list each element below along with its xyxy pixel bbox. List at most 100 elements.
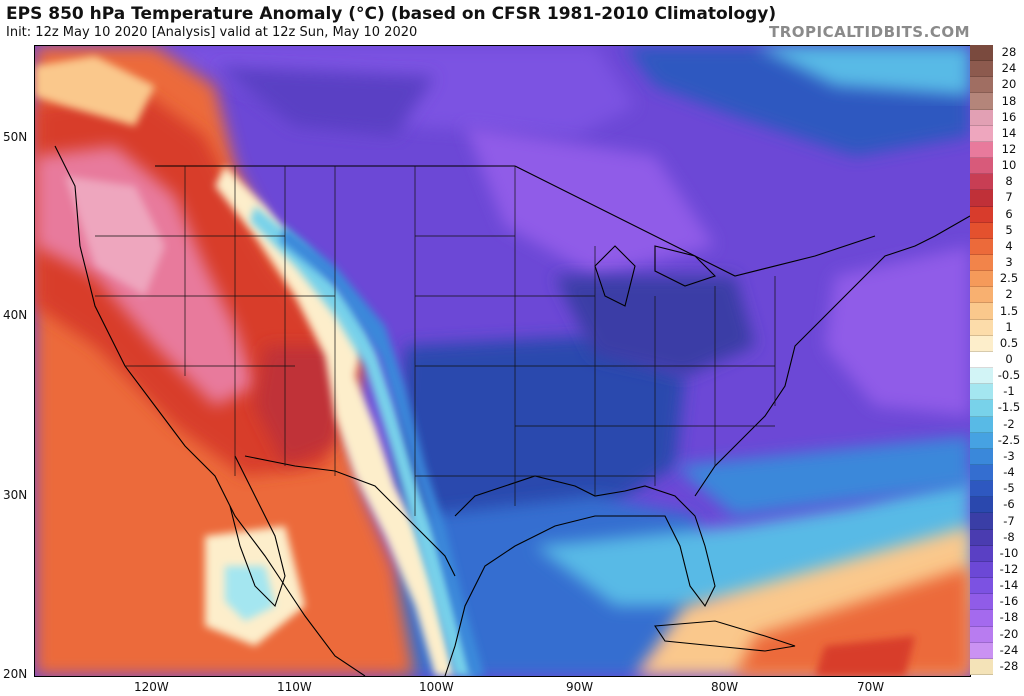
colorbar-label: -18 [999, 610, 1019, 625]
colorbar-swatch [970, 384, 993, 401]
us-mexico-border [244, 455, 456, 577]
pacific-nw-neutral-region [35, 56, 155, 126]
lake-huron-outline [654, 245, 717, 287]
lon-label-110w: 110W [277, 680, 312, 694]
colorbar-label: -10 [999, 545, 1019, 560]
colorbar-swatch [970, 77, 993, 94]
labrador-cyan-region [755, 46, 970, 96]
colorbar-swatch [970, 529, 993, 546]
colorbar-swatch [970, 335, 993, 352]
colorbar-swatch [970, 303, 993, 320]
colorbar-swatch [970, 368, 993, 385]
colorbar-swatch [970, 465, 993, 482]
colorbar-label: 6 [1005, 206, 1013, 221]
temperature-anomaly-map [34, 45, 971, 677]
colorbar-swatch [970, 222, 993, 239]
map-subtitle: Init: 12z May 10 2020 [Analysis] valid a… [6, 25, 418, 40]
colorbar-label: 18 [1001, 93, 1017, 108]
colorbar-swatch [970, 351, 993, 369]
atlantic-blue-band [675, 436, 970, 516]
great-lakes-violet-region [465, 126, 715, 276]
colorbar-label: -7 [1003, 513, 1015, 528]
colorbar-swatch [970, 561, 993, 579]
colorbar-label: -0.5 [997, 368, 1021, 383]
colorbar-swatch [970, 45, 993, 62]
lat-label-50n: 50N [3, 130, 28, 144]
colorbar-label: 14 [1001, 125, 1017, 140]
colorbar-swatch [970, 578, 993, 595]
atlantic-violet-region [825, 246, 970, 416]
colorbar-swatch [970, 238, 993, 255]
colorbar-swatch [970, 610, 993, 627]
colorbar-label: 8 [1005, 174, 1013, 189]
colorbar-swatch [970, 61, 993, 78]
gulf-coastline [444, 475, 716, 676]
colorbar-label: 12 [1001, 142, 1017, 156]
colorbar-label: -12 [999, 562, 1019, 576]
colorbar-label: -3 [1003, 448, 1015, 463]
colorbar-label: 20 [1001, 77, 1017, 92]
colorbar-label: 1.5 [999, 303, 1019, 318]
colorbar-label: 3 [1005, 255, 1013, 270]
lon-label-90w: 90W [566, 680, 594, 694]
colorbar-label: -14 [999, 578, 1019, 593]
colorbar-label: -24 [999, 642, 1019, 657]
canada-dark-purple-region [215, 66, 435, 136]
colorbar-label: 5 [1005, 222, 1013, 237]
colorbar-label: 7 [1005, 190, 1013, 205]
colorbar-label: 2 [1005, 287, 1013, 302]
state-borders [95, 166, 776, 516]
colorbar-label: 10 [1001, 158, 1017, 173]
colorbar-label: -16 [999, 594, 1019, 609]
colorbar-label: 24 [1001, 61, 1017, 76]
colorbar-swatch [970, 448, 993, 465]
baja-coastline [229, 455, 286, 608]
pacific-coastline [54, 145, 366, 676]
map-title: EPS 850 hPa Temperature Anomaly (°C) (ba… [6, 4, 777, 24]
site-watermark: TROPICALTIDBITS.COM [769, 23, 970, 41]
colorbar-swatch [970, 513, 993, 530]
colorbar-label: -1.5 [997, 400, 1021, 415]
colorbar-label: 0 [1005, 352, 1013, 366]
lake-michigan-outline [594, 245, 636, 307]
lon-label-100w: 100W [419, 680, 454, 694]
baja-cool-spot [225, 566, 275, 621]
colorbar-swatch [970, 109, 993, 126]
colorbar-label: -2 [1003, 416, 1015, 431]
map-canvas [35, 46, 970, 676]
colorbar-swatch [970, 174, 993, 191]
colorbar-swatch [970, 190, 993, 207]
lat-label-30n: 30N [3, 488, 28, 502]
lat-label-20n: 20N [3, 667, 28, 681]
colorbar-label: -8 [1003, 529, 1015, 544]
colorbar-label: 1 [1005, 319, 1013, 334]
coastlines [54, 145, 970, 676]
colorbar-swatch [970, 158, 993, 175]
colorbar-legend: 28 24 20 18 16 14 12 10 8 7 6 5 4 3 2.5 2 1.5 1 0.5 0 -0.5 -1… [970, 45, 1024, 675]
colorbar-swatch [970, 658, 993, 675]
colorbar-label: -2.5 [997, 432, 1021, 447]
colorbar-label: -1 [1003, 384, 1015, 399]
colorbar-swatch [970, 125, 993, 142]
colorbar-swatch [970, 206, 993, 223]
colorbar-label: -20 [999, 626, 1019, 641]
colorbar-label: 0.5 [999, 335, 1019, 350]
state-grid [95, 166, 776, 516]
colorbar-swatch [970, 287, 993, 304]
frontal-boundary-cool [250, 206, 475, 676]
colorbar-swatch [970, 545, 993, 562]
frontal-boundary-blue [280, 226, 485, 676]
colorbar-swatch [970, 481, 993, 498]
colorbar-label: -6 [1003, 497, 1015, 512]
lat-label-40n: 40N [3, 308, 28, 322]
caribbean-hot-spot [815, 636, 915, 676]
lon-label-70w: 70W [857, 680, 885, 694]
colorbar-swatch [970, 626, 993, 643]
cuba-outline [654, 620, 796, 652]
colorbar-swatch [970, 271, 993, 288]
colorbar-label: 16 [1001, 109, 1017, 124]
colorbar-swatch [970, 497, 993, 514]
atlantic-coastline [694, 215, 970, 497]
colorbar-swatch [970, 642, 993, 659]
frontal-boundary-neutral [215, 166, 455, 676]
